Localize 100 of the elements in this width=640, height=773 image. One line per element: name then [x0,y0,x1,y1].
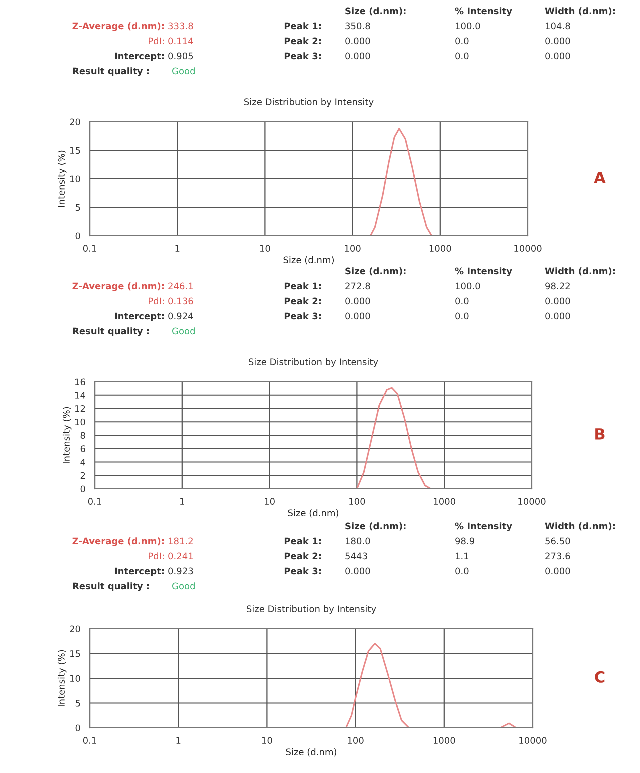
text: Peak 3: [284,568,321,575]
y-axis-title: Intensity (%) [62,407,72,464]
text: Peak 2: [284,298,321,305]
text: Peak 1: [284,22,321,30]
y-axis-title: Intensity (%) [58,150,67,208]
y-tick-label: 10 [75,418,86,426]
text: % Intensity [455,522,512,532]
text: 5443 [346,552,368,560]
text: 0.000 [546,568,570,575]
y-tick-label: 8 [80,432,86,440]
text: % Intensity [455,8,512,16]
text: Peak 2: [284,552,321,560]
y-tick-label: 10 [70,675,80,682]
text: Good [172,68,195,75]
x-tick-label: 100 [350,498,366,506]
text: 0.0 [456,298,469,305]
text: 0.0 [456,38,469,45]
text: % Intensity [455,268,512,276]
text: PdI: [149,38,164,45]
text: PdI: [149,552,164,560]
y-tick-label: 10 [70,176,80,183]
x-tick-label: 100 [345,245,361,252]
text: Z-Average (d.nm): [72,22,164,32]
text: 0.924 [168,312,194,320]
text: Good [172,582,195,590]
x-tick-label: 1 [180,498,184,505]
text: 0.905 [168,52,194,60]
y-tick-label: 0 [76,724,80,732]
text: PdI: [149,298,164,305]
text: 0.000 [546,52,570,60]
text: 0.136 [168,298,194,305]
y-tick-label: 5 [76,204,80,212]
chart-title: Size Distribution by Intensity [244,98,374,108]
x-tick-label: 1000 [430,245,452,252]
x-tick-label: 10000 [514,245,542,252]
text: Good [172,328,195,335]
y-tick-label: 4 [80,459,86,466]
text: 0.000 [346,312,370,320]
text: 100.0 [456,282,480,290]
text: 333.8 [168,22,194,30]
x-tick-label: 10000 [518,498,546,506]
text: A [594,172,606,184]
y-tick-label: 5 [76,700,80,707]
x-tick-label: 10 [262,737,272,744]
text: Width (d.nm): [545,8,615,16]
text: Peak 3: [284,52,321,60]
text: 0.000 [546,312,570,320]
y-tick-label: 20 [70,118,80,126]
text: 0.000 [346,568,370,575]
x-tick-label: 10 [265,498,275,506]
y-tick-label: 0 [80,486,86,493]
text: 100.0 [456,22,480,30]
text: B [596,428,605,440]
text: Peak 3: [284,312,321,320]
x-tick-label: 0.1 [88,498,102,506]
y-tick-label: 6 [80,446,86,452]
x-tick-label: 1 [176,245,180,252]
x-tick-label: 1000 [434,498,456,506]
text: 0.241 [168,552,194,560]
text: 180.0 [346,538,370,545]
y-tick-label: 14 [75,392,86,399]
text: 272.8 [346,282,370,290]
x-tick-label: 1000 [434,737,456,744]
x-tick-label: 10000 [520,737,547,744]
text: Size (d.nm): [346,268,406,276]
text: 0.114 [168,38,194,45]
y-tick-label: 0 [76,232,80,240]
text: 181.2 [168,538,193,545]
text: 0.000 [546,298,570,305]
x-tick-label: 0.1 [83,245,96,252]
chart-title: Size Distribution by Intensity [247,605,376,614]
text: 246.1 [168,282,194,290]
text: 98.22 [546,282,570,290]
text: 98.9 [456,538,474,545]
text: 1.1 [456,552,469,560]
x-axis-title: Size (d.nm) [288,510,339,518]
chart-title: Size Distribution by Intensity [249,358,378,368]
text: 104.8 [546,22,570,30]
text: Intercept: [115,52,164,62]
text: Intercept: [115,568,164,576]
x-tick-label: 1 [176,737,181,744]
text: Result quality : [73,582,149,592]
x-axis-title: Size (d.nm) [284,256,334,265]
text: 0.000 [346,52,370,60]
text: 0.0 [456,568,469,575]
y-tick-label: 16 [75,378,86,386]
text: Width (d.nm): [545,522,615,531]
y-tick-label: 20 [70,626,80,633]
text: Z-Average (d.nm): [72,282,164,292]
y-tick-label: 15 [70,650,80,658]
x-tick-label: 10 [260,245,270,252]
text: Intercept: [115,312,164,322]
text: 56.50 [546,538,570,545]
text: Size (d.nm): [346,522,406,531]
text: Size (d.nm): [346,8,406,16]
text: 0.000 [546,38,570,45]
y-tick-label: 15 [70,147,80,154]
y-tick-label: 2 [80,472,86,480]
text: 273.6 [546,552,570,560]
text: 0.000 [346,298,370,305]
